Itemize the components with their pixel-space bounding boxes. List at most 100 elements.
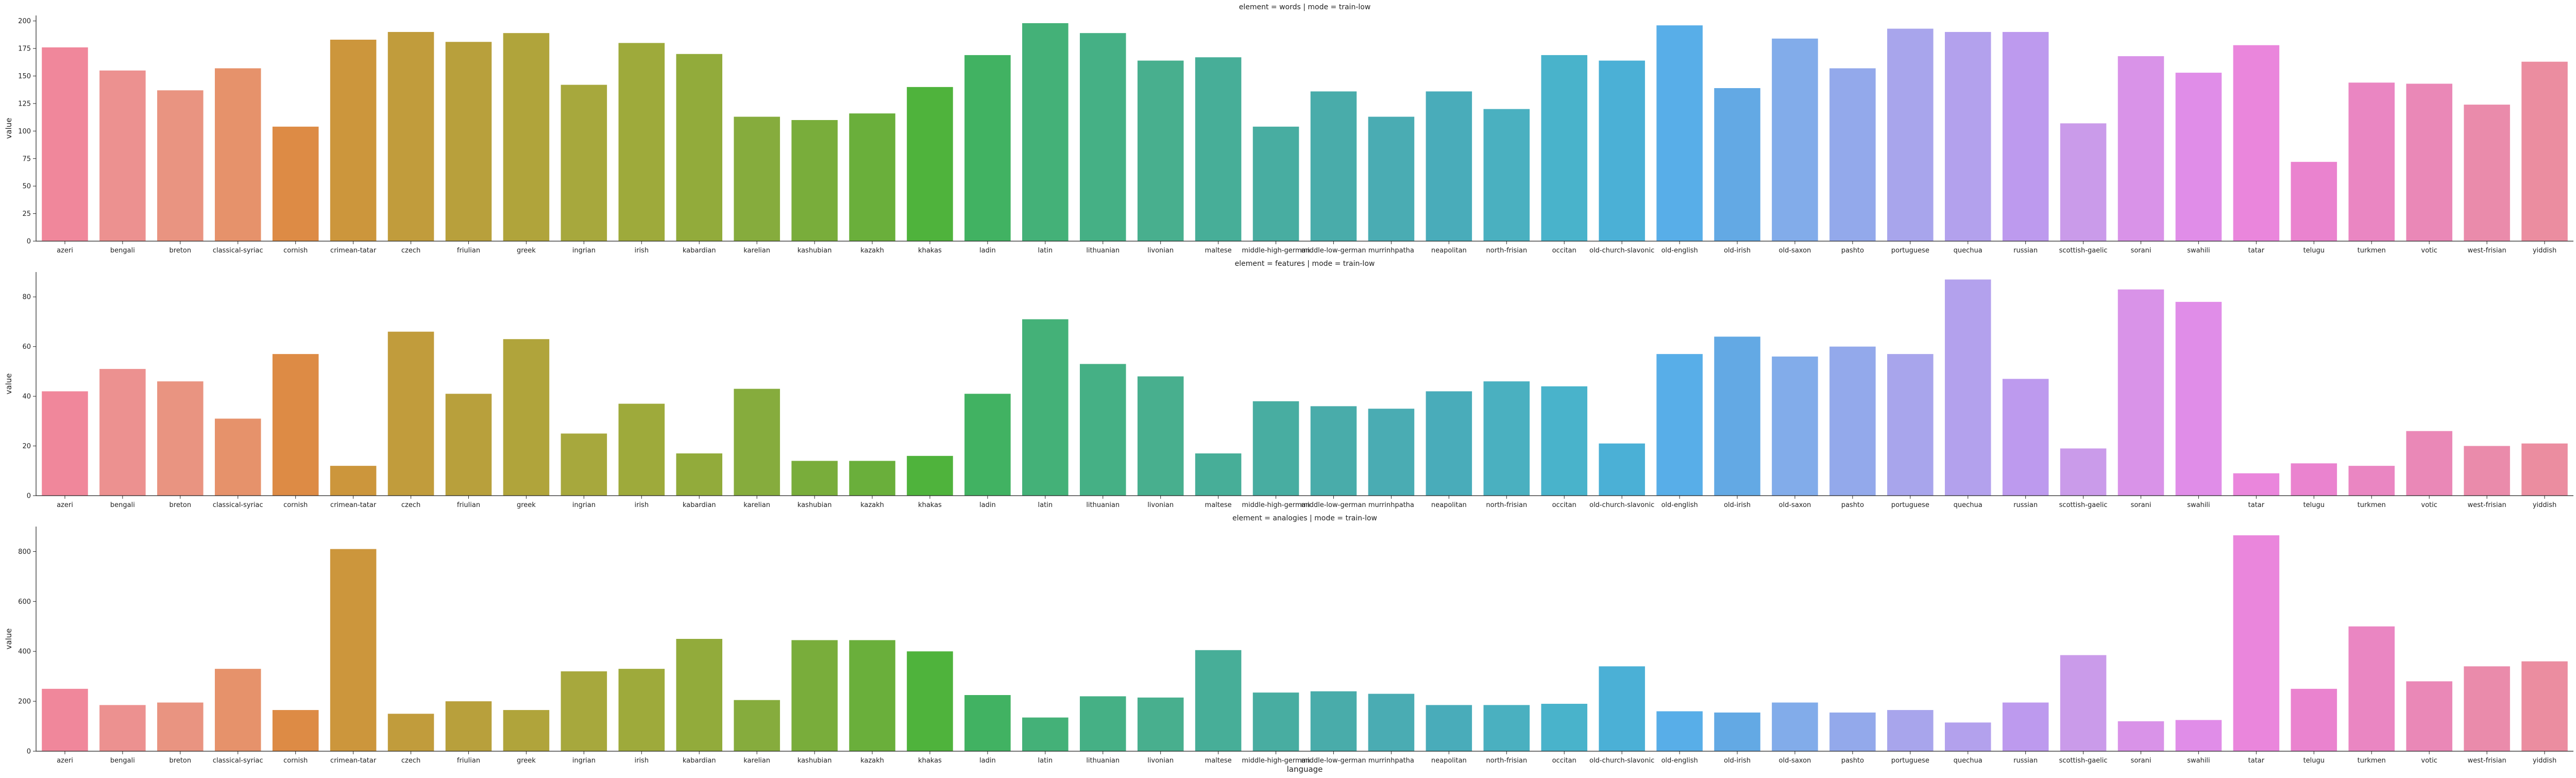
x-tick-label: old-irish (1724, 501, 1751, 509)
x-tick-label: breton (170, 247, 192, 255)
y-tick-label: 80 (22, 294, 31, 301)
x-tick-label: neapolitan (1431, 757, 1467, 765)
x-tick-label: kazakh (860, 247, 884, 255)
x-tick-label: north-frisian (1486, 757, 1527, 765)
bar-yiddish (2521, 61, 2568, 242)
x-tick-label: bengali (110, 757, 135, 765)
x-tick-label: middle-high-german (1242, 501, 1310, 509)
bar-old-english (1656, 354, 1703, 496)
bar-middle-low-german (1310, 691, 1357, 751)
bar-pashto (1829, 712, 1876, 751)
bar-bengali (99, 705, 146, 751)
bar-latin (1022, 23, 1069, 242)
bar-kabardian (676, 54, 722, 241)
x-tick-label: livonian (1147, 247, 1174, 255)
x-tick-label: murrinhpatha (1368, 501, 1414, 509)
x-tick-label: khakas (918, 247, 942, 255)
bar-khakas (907, 651, 953, 751)
bar-kabardian (676, 639, 722, 751)
bar-maltese (1195, 453, 1242, 496)
x-tick-label: greek (517, 757, 536, 765)
x-tick-label: tatar (2248, 501, 2265, 509)
x-tick-label: lithuanian (1086, 501, 1120, 509)
bar-czech (387, 714, 434, 751)
bar-breton (157, 381, 204, 496)
bar-lithuanian (1079, 364, 1126, 496)
x-tick-label: greek (517, 501, 536, 509)
bar-cornish (272, 710, 319, 751)
bar-middle-low-german (1310, 91, 1357, 242)
x-tick-label: crimean-tatar (330, 247, 377, 255)
bar-old-saxon (1772, 702, 1818, 751)
x-tick-label: maltese (1205, 757, 1232, 765)
bar-portuguese (1887, 710, 1934, 751)
x-tick-label: quechua (1954, 247, 1982, 255)
bar-russian (2002, 379, 2049, 496)
x-tick-label: kabardian (683, 247, 716, 255)
bar-kazakh (849, 113, 895, 241)
panel-title: element = analogies | mode = train-low (1232, 514, 1377, 522)
bar-pashto (1829, 346, 1876, 496)
x-tick-label: tatar (2248, 757, 2265, 765)
x-tick-label: middle-low-german (1301, 247, 1366, 255)
x-tick-label: murrinhpatha (1368, 247, 1414, 255)
x-tick-label: murrinhpatha (1368, 757, 1414, 765)
bar-neapolitan (1426, 705, 1472, 751)
x-tick-label: ingrian (572, 247, 596, 255)
bar-kashubian (791, 640, 838, 751)
bar-kashubian (791, 120, 838, 241)
y-axis-label: value (4, 629, 13, 650)
bar-middle-high-german (1252, 692, 1299, 751)
x-tick-label: greek (517, 247, 536, 255)
x-tick-label: irish (634, 501, 649, 509)
x-tick-label: old-english (1661, 247, 1698, 255)
bar-khakas (907, 87, 953, 241)
x-tick-label: turkmen (2358, 757, 2386, 765)
x-tick-label: portuguese (1891, 501, 1929, 509)
x-tick-label: classical-syriac (213, 501, 263, 509)
bar-karelian (734, 700, 780, 751)
x-tick-label: latin (1038, 757, 1053, 765)
x-tick-label: sorani (2131, 757, 2151, 765)
x-tick-label: cornish (283, 247, 308, 255)
bar-lithuanian (1079, 33, 1126, 241)
x-tick-label: sorani (2131, 247, 2151, 255)
bar-russian (2002, 32, 2049, 242)
x-tick-label: karelian (743, 757, 770, 765)
x-tick-label: azeri (57, 757, 73, 765)
bar-north-frisian (1483, 705, 1530, 751)
x-tick-label: ladin (979, 757, 996, 765)
bar-kabardian (676, 453, 722, 496)
y-tick-label: 125 (18, 100, 31, 108)
bar-portuguese (1887, 28, 1934, 241)
bar-kazakh (849, 640, 895, 751)
x-tick-label: classical-syriac (213, 757, 263, 765)
x-tick-label: irish (634, 757, 649, 765)
bar-middle-low-german (1310, 406, 1357, 496)
bar-neapolitan (1426, 391, 1472, 496)
x-tick-label: breton (170, 757, 192, 765)
bar-votic (2406, 83, 2452, 241)
y-axis-label: value (4, 118, 13, 139)
x-tick-label: lithuanian (1086, 247, 1120, 255)
x-tick-label: latin (1038, 247, 1053, 255)
y-tick-label: 200 (18, 18, 31, 25)
bar-latin (1022, 319, 1069, 496)
bar-karelian (734, 388, 780, 496)
panel-3: element = analogies | mode = train-low va… (4, 514, 2573, 765)
x-tick-label: kazakh (860, 757, 884, 765)
bar-azeri (42, 391, 88, 496)
bar-west-frisian (2464, 446, 2510, 496)
bar-swahili (2175, 301, 2222, 496)
x-tick-label: quechua (1954, 757, 1982, 765)
bar-ingrian (561, 671, 607, 751)
bar-old-church-slavonic (1599, 443, 1645, 496)
y-tick-label: 100 (18, 128, 31, 136)
bar-greek (503, 33, 550, 241)
y-tick-label: 0 (27, 493, 31, 500)
y-tick-label: 200 (18, 698, 31, 706)
x-tick-label: votic (2421, 247, 2437, 255)
x-tick-label: azeri (57, 247, 73, 255)
bar-old-irish (1714, 712, 1760, 751)
y-tick-label: 20 (22, 443, 31, 450)
